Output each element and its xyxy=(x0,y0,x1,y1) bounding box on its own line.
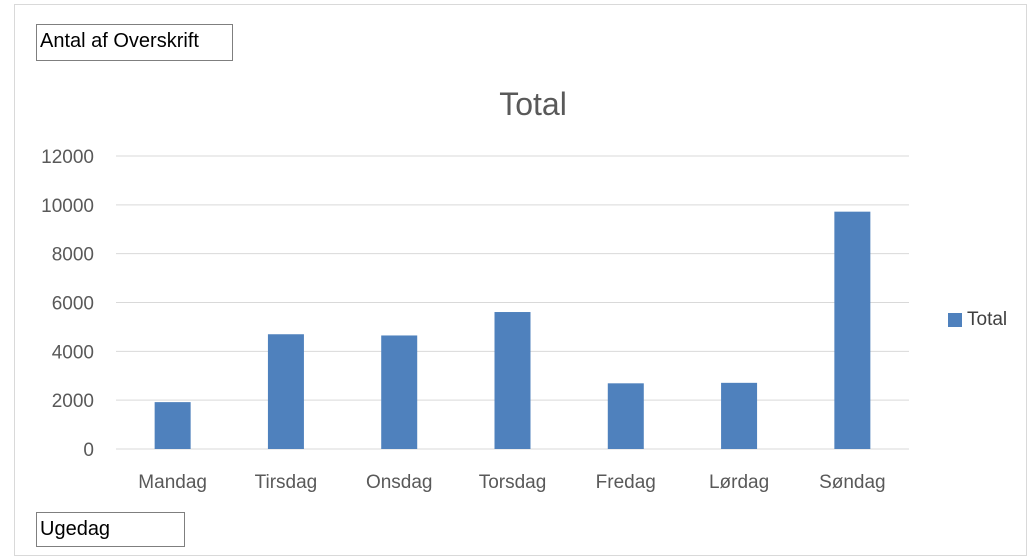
bar[interactable] xyxy=(494,312,531,449)
x-tick-label: Lørdag xyxy=(709,472,769,493)
y-tick-label: 10000 xyxy=(41,196,94,217)
bars xyxy=(154,211,871,449)
y-tick-label: 4000 xyxy=(52,342,94,363)
y-tick-label: 12000 xyxy=(41,147,94,168)
legend: Total xyxy=(948,309,1007,331)
y-tick-label: 6000 xyxy=(52,294,94,315)
chart-area xyxy=(14,4,1027,556)
y-axis-ticks: 0 2000 4000 6000 8000 10000 12000 xyxy=(41,147,94,461)
y-tick-label: 8000 xyxy=(52,245,94,266)
bar[interactable] xyxy=(607,383,644,449)
y-tick-label: 0 xyxy=(83,440,94,461)
x-tick-label: Onsdag xyxy=(366,472,433,493)
x-tick-label: Søndag xyxy=(819,472,886,493)
x-tick-label: Tirsdag xyxy=(255,472,318,493)
x-tick-label: Torsdag xyxy=(479,472,547,493)
filter-field-button[interactable]: Antal af Overskrift xyxy=(36,24,233,61)
x-axis-ticks: Mandag Tirsdag Onsdag Torsdag Fredag Lørdag Sø… xyxy=(138,472,885,493)
axis-field-button[interactable]: Ugedag xyxy=(36,512,185,547)
bar[interactable] xyxy=(834,211,871,449)
x-tick-label: Fredag xyxy=(596,472,656,493)
y-tick-label: 2000 xyxy=(52,391,94,412)
chart-title: Total xyxy=(499,86,567,122)
bar[interactable] xyxy=(721,382,758,449)
x-tick-label: Mandag xyxy=(138,472,207,493)
bar[interactable] xyxy=(381,335,418,449)
bar[interactable] xyxy=(267,334,304,449)
bar[interactable] xyxy=(154,402,191,449)
legend-swatch xyxy=(948,313,962,327)
legend-label: Total xyxy=(967,309,1008,330)
